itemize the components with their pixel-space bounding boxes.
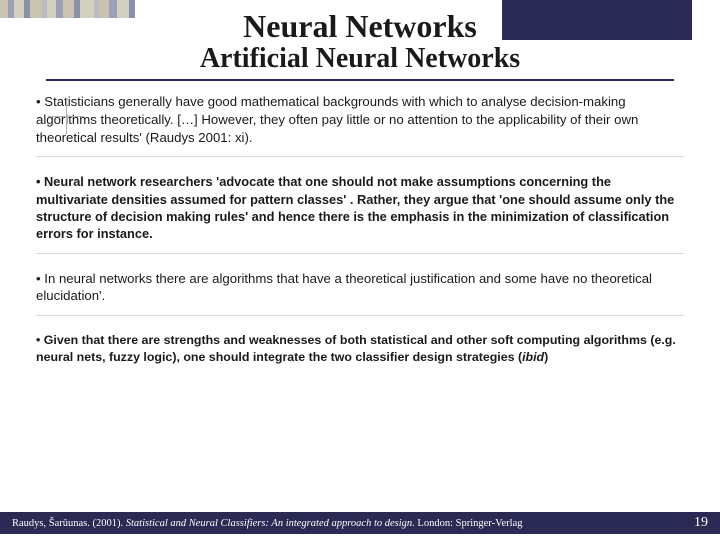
ref-publisher: London: Springer-Verlag xyxy=(415,518,523,529)
title-underline xyxy=(46,79,674,81)
deco-bar xyxy=(80,0,94,18)
deco-bar xyxy=(63,0,74,18)
bullet-4: • Given that there are strengths and wea… xyxy=(36,332,684,365)
footer-reference: Raudys, Šarūunas. (2001). Statistical an… xyxy=(12,518,522,529)
deco-bar xyxy=(99,0,109,18)
slide-title-line2: Artificial Neural Networks xyxy=(0,43,720,75)
bullet-1: • Statisticians generally have good math… xyxy=(36,93,684,157)
ref-title: Statistical and Neural Classifiers: An i… xyxy=(126,518,415,529)
deco-bar xyxy=(109,0,117,18)
ref-author: Raudys, Šarūunas. (2001). xyxy=(12,518,126,529)
bullet-4-text-pre: • Given that there are strengths and wea… xyxy=(36,333,676,364)
page-number: 19 xyxy=(694,515,708,531)
bullet-2: • Neural network researchers 'advocate t… xyxy=(36,173,684,253)
content-area: • Statisticians generally have good math… xyxy=(36,93,684,366)
bullet-4-ibid: ibid xyxy=(522,350,544,364)
deco-bar xyxy=(129,0,135,18)
deco-bar xyxy=(47,0,56,18)
bullet-3: • In neural networks there are algorithm… xyxy=(36,270,684,317)
deco-bar xyxy=(56,0,63,18)
footer-bar: Raudys, Šarūunas. (2001). Statistical an… xyxy=(0,512,720,534)
deco-bar xyxy=(0,0,8,18)
deco-bar xyxy=(14,0,24,18)
deco-bar xyxy=(30,0,42,18)
bullet-4-text-post: ) xyxy=(544,350,548,364)
deco-bar xyxy=(117,0,129,18)
corner-box xyxy=(502,0,692,40)
